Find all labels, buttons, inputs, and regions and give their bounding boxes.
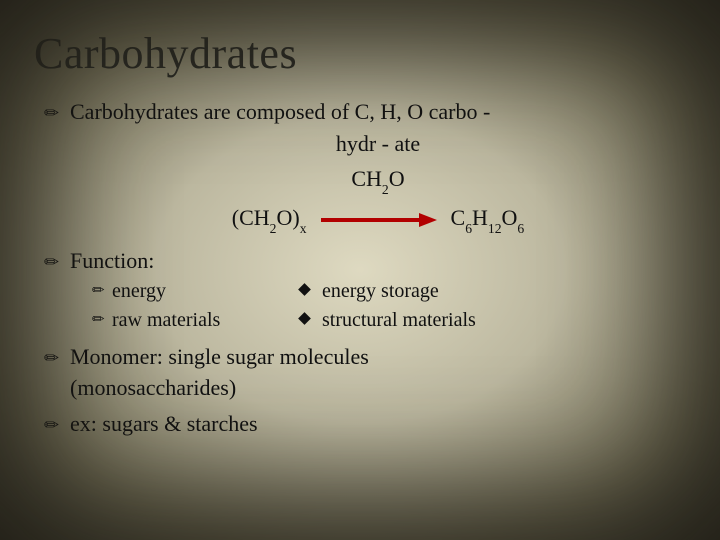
sub-item-structural: structural materials — [300, 307, 686, 334]
formula-mid: CH2O — [70, 164, 686, 197]
formula-row: (CH2O)x C6H12O6 — [70, 203, 686, 236]
formula-left: (CH2O)x — [232, 203, 307, 236]
slide-content: Carbohydrates ✏ Carbohydrates are compos… — [0, 0, 720, 540]
diamond-icon — [298, 283, 311, 296]
sub-item-energy: ✏ energy — [92, 278, 282, 305]
bullet-composition: ✏ Carbohydrates are composed of C, H, O … — [70, 97, 686, 127]
slide-title: Carbohydrates — [34, 28, 686, 79]
swirl-icon: ✏ — [44, 250, 59, 274]
sub-item-raw-materials: ✏ raw materials — [92, 307, 282, 334]
bullet-examples: ✏ ex: sugars & starches — [70, 409, 686, 439]
sub-item-label: energy — [112, 280, 166, 302]
swirl-icon: ✏ — [44, 413, 59, 437]
monomer-text: Monomer: single sugar molecules — [70, 344, 369, 369]
slide-body: ✏ Carbohydrates are composed of C, H, O … — [34, 97, 686, 439]
formula-ch2o: CH2O — [351, 166, 404, 191]
bullet-function: ✏ Function: — [70, 246, 686, 276]
function-sublist: ✏ energy energy storage ✏ raw materials … — [92, 278, 686, 334]
composition-text: Carbohydrates are composed of C, H, O ca… — [70, 99, 490, 124]
diamond-icon — [298, 312, 311, 325]
monomer-text-2: (monosaccharides) — [70, 373, 686, 403]
sub-item-label: structural materials — [322, 309, 476, 331]
arrow-icon — [319, 211, 439, 229]
etymology-line: hydr - ate — [70, 129, 686, 159]
swirl-icon: ✏ — [44, 346, 59, 370]
sub-item-energy-storage: energy storage — [300, 278, 686, 305]
sub-item-label: energy storage — [322, 280, 439, 302]
swirl-icon: ✏ — [92, 310, 105, 330]
formula-right: C6H12O6 — [451, 203, 525, 236]
swirl-icon: ✏ — [44, 101, 59, 125]
swirl-icon: ✏ — [92, 281, 105, 301]
function-label: Function: — [70, 248, 154, 273]
examples-text: ex: sugars & starches — [70, 411, 258, 436]
bullet-monomer: ✏ Monomer: single sugar molecules — [70, 342, 686, 372]
sub-item-label: raw materials — [112, 309, 220, 331]
